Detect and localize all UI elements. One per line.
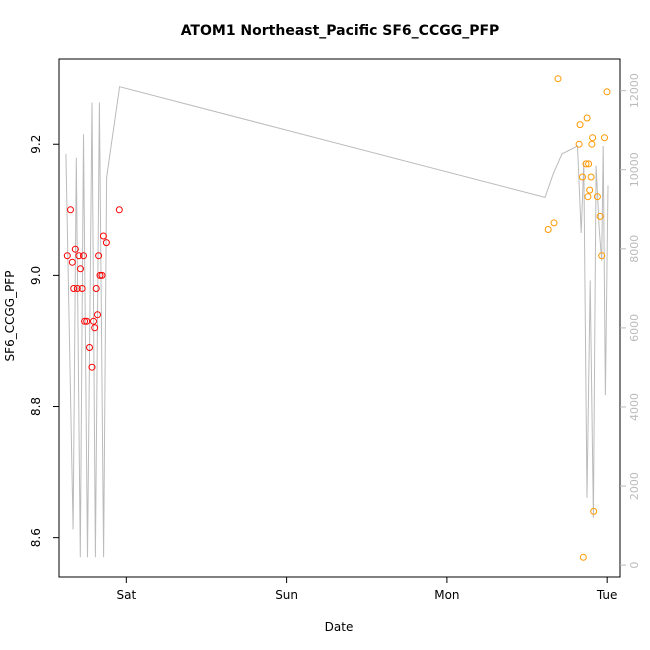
data-point-series2 (554, 75, 562, 83)
axes-layer: Sat Sun Mon Tue 8.6 8.8 9.0 9.2 0 2000 4000 6000 800… (29, 73, 641, 602)
data-point-series2 (601, 134, 608, 142)
data-point-series1 (73, 285, 81, 292)
data-point-series2 (603, 88, 611, 96)
points-layer (63, 75, 611, 561)
x-tick-label: Sat (116, 588, 136, 602)
data-point-series2 (593, 193, 601, 201)
y2-tick-label: 0 (628, 562, 641, 569)
data-point-series1 (95, 252, 103, 260)
x-tick-label: Sun (275, 588, 298, 602)
altitude-layer (65, 86, 609, 558)
y-tick-label: 8.8 (29, 397, 43, 416)
altitude-line (65, 86, 609, 558)
data-point-series2 (596, 212, 604, 220)
data-point-series1 (68, 258, 76, 266)
data-point-series2 (586, 186, 594, 194)
data-point-series1 (102, 239, 110, 247)
data-point-series2 (587, 173, 595, 181)
x-axis-label: Date (325, 620, 354, 634)
data-point-series1 (98, 271, 106, 279)
y2-tick-label: 8000 (628, 235, 641, 263)
data-point-series2 (588, 140, 596, 148)
y-tick-label: 9.2 (29, 135, 43, 154)
data-point-series1 (94, 311, 101, 319)
data-point-series2 (550, 219, 558, 227)
data-point-series1 (81, 317, 89, 325)
data-point-series1 (88, 363, 96, 371)
plot-frame (58, 58, 621, 578)
data-point-series1 (80, 252, 87, 260)
data-point-series2 (575, 140, 583, 148)
data-point-series1 (92, 285, 100, 292)
data-point-series1 (90, 317, 97, 325)
y-tick-label: 8.6 (29, 528, 43, 547)
x-tick-label: Mon (434, 588, 459, 602)
data-point-series1 (83, 317, 91, 325)
data-point-series2 (589, 134, 597, 142)
data-point-series2 (585, 160, 593, 168)
y2-tick-label: 6000 (628, 314, 641, 342)
chart-title: ATOM1 Northeast_Pacific SF6_CCGG_PFP (181, 23, 500, 39)
data-point-series2 (544, 226, 552, 233)
data-point-series2 (598, 252, 606, 260)
data-point-series2 (579, 553, 587, 561)
data-point-series2 (579, 173, 586, 181)
y-axis-label: SF6_CCGG_PFP (3, 271, 17, 362)
data-point-series1 (115, 206, 123, 214)
data-point-series2 (590, 507, 598, 515)
data-point-series2 (583, 114, 591, 122)
y2-tick-label: 4000 (628, 393, 641, 421)
data-point-series1 (70, 285, 78, 292)
data-point-series2 (582, 160, 590, 168)
data-point-series1 (78, 285, 86, 292)
y2-tick-label: 12000 (628, 73, 641, 108)
data-point-series1 (75, 252, 83, 260)
data-point-series1 (99, 232, 107, 240)
y-tick-label: 9.0 (29, 266, 43, 285)
data-point-series1 (96, 271, 104, 279)
y2-tick-label: 2000 (628, 472, 641, 500)
y2-tick-label: 10000 (628, 152, 641, 187)
data-point-series1 (77, 265, 84, 273)
data-point-series1 (71, 245, 79, 253)
data-point-series1 (67, 206, 74, 214)
data-point-series1 (86, 344, 93, 351)
data-point-series1 (63, 252, 71, 260)
data-point-series2 (576, 121, 584, 129)
x-tick-label: Tue (596, 588, 618, 602)
data-point-series2 (584, 193, 592, 201)
data-point-series1 (91, 324, 99, 332)
